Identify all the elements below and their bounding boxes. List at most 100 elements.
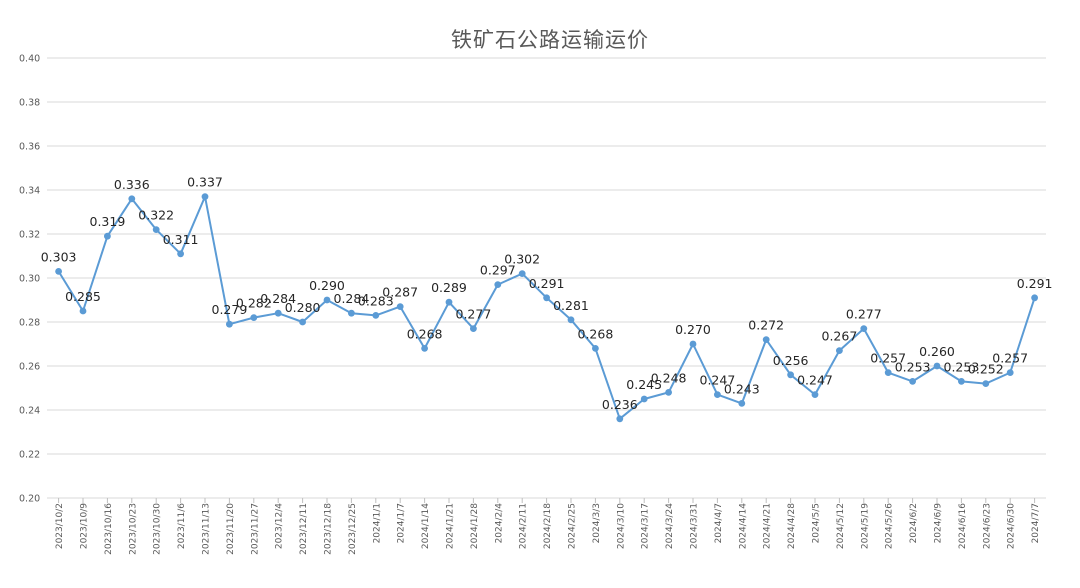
data-point	[836, 347, 843, 354]
data-point	[982, 380, 990, 387]
x-tick-label: 2024/1/28	[470, 503, 480, 549]
x-tick-label: 2024/3/3	[592, 503, 602, 543]
data-point	[543, 294, 550, 302]
chart-title: 铁矿石公路运输运价	[451, 28, 649, 52]
data-label: 0.282	[236, 296, 272, 311]
y-tick-label: 0.38	[19, 98, 40, 109]
data-label: 0.272	[748, 318, 784, 333]
data-point	[470, 325, 477, 332]
series-line	[57, 195, 1036, 420]
data-point	[201, 193, 209, 201]
data-label: 0.277	[456, 307, 492, 322]
data-label: 0.253	[895, 359, 931, 374]
data-point	[714, 391, 721, 398]
x-tick-label: 2024/4/7	[714, 503, 724, 543]
x-tick-label: 2024/1/14	[421, 503, 431, 549]
data-label: 0.291	[529, 276, 565, 291]
data-point	[104, 232, 111, 240]
x-tick-label: 2023/11/20	[226, 503, 236, 555]
x-tick-label: 2023/11/13	[202, 503, 212, 555]
data-point	[762, 336, 770, 343]
data-label: 0.260	[919, 344, 955, 359]
y-tick-label: 0.32	[19, 230, 40, 241]
x-axis-ticks: 2023/10/2 2023/10/9 2023/10/16 2023/10/23 20…	[55, 498, 1041, 555]
x-tick-label: 2024/2/4	[494, 503, 504, 544]
x-tick-label: 2024/5/19	[860, 503, 870, 549]
y-tick-label: 0.40	[19, 54, 40, 65]
data-label: 0.337	[187, 175, 223, 190]
data-point	[1006, 369, 1014, 376]
data-point	[640, 395, 648, 403]
x-tick-label: 2024/4/21	[763, 503, 773, 549]
data-point	[860, 325, 868, 332]
x-tick-label: 2023/10/16	[104, 503, 114, 555]
series-line-path	[57, 195, 1036, 420]
x-tick-label: 2024/2/25	[568, 503, 578, 549]
y-tick-label: 0.20	[19, 494, 40, 505]
x-tick-label: 2024/4/14	[738, 503, 748, 549]
data-label: 0.297	[480, 263, 516, 278]
data-point	[445, 298, 453, 306]
data-label: 0.247	[700, 373, 736, 388]
data-point	[274, 309, 282, 317]
data-label: 0.311	[163, 232, 199, 247]
data-point	[396, 303, 404, 310]
data-label: 0.267	[822, 329, 858, 344]
data-point	[250, 314, 258, 321]
x-tick-label: 2024/5/26	[885, 503, 895, 549]
y-tick-label: 0.30	[19, 274, 40, 285]
data-point	[689, 340, 697, 348]
data-label: 0.284	[260, 291, 296, 306]
data-label: 0.277	[846, 307, 882, 322]
data-label: 0.319	[90, 214, 126, 229]
data-point	[421, 345, 428, 352]
x-tick-label: 2024/5/12	[836, 503, 846, 549]
x-tick-label: 2024/6/16	[958, 503, 968, 549]
x-tick-label: 2024/6/23	[982, 503, 992, 549]
data-point	[592, 345, 599, 352]
y-tick-label: 0.34	[19, 186, 40, 197]
data-point	[152, 226, 160, 234]
data-point	[372, 312, 380, 319]
data-label: 0.302	[504, 252, 540, 267]
y-tick-label: 0.26	[19, 362, 40, 373]
data-label: 0.252	[968, 362, 1004, 377]
x-tick-label: 2023/12/11	[299, 503, 309, 555]
data-point	[1031, 294, 1038, 302]
y-tick-label: 0.28	[19, 318, 40, 329]
y-axis-ticks: 0.20 0.22 0.24 0.26 0.28 0.30 0.32 0.34 0.36 0.38…	[19, 54, 40, 505]
x-tick-label: 2023/12/4	[275, 503, 285, 549]
data-point	[226, 320, 233, 328]
gridlines	[47, 57, 1046, 499]
data-label: 0.336	[114, 177, 150, 192]
x-tick-label: 2024/3/31	[690, 503, 700, 549]
x-tick-label: 2024/1/1	[372, 503, 382, 543]
x-tick-label: 2024/1/7	[397, 503, 407, 543]
x-tick-label: 2023/12/18	[324, 503, 334, 555]
x-tick-label: 2024/2/18	[543, 503, 553, 549]
data-label: 0.279	[212, 302, 248, 317]
data-point	[665, 389, 672, 396]
data-label: 0.253	[944, 359, 980, 374]
x-tick-label: 2024/1/21	[446, 503, 456, 549]
data-label: 0.257	[870, 351, 906, 366]
x-tick-label: 2024/3/10	[616, 503, 626, 549]
x-tick-label: 2023/10/30	[153, 503, 163, 555]
data-label: 0.257	[992, 351, 1028, 366]
data-label: 0.268	[407, 326, 443, 341]
data-label: 0.245	[626, 377, 662, 392]
data-label: 0.322	[138, 208, 174, 223]
data-point	[128, 195, 136, 203]
data-point	[738, 400, 746, 407]
data-label: 0.280	[285, 300, 321, 315]
series-points	[55, 193, 1038, 423]
data-point	[787, 371, 794, 379]
x-tick-label: 2024/3/17	[641, 503, 651, 549]
x-tick-label: 2024/6/9	[934, 503, 944, 544]
data-label: 0.256	[773, 353, 809, 368]
x-tick-label: 2023/10/9	[80, 503, 90, 549]
x-tick-label: 2023/11/6	[177, 503, 187, 549]
data-point	[933, 362, 941, 370]
x-tick-label: 2023/12/25	[348, 503, 358, 555]
data-labels: 0.303 0.285 0.319 0.336 0.322 0.311 0.337 0.279…	[41, 175, 1053, 412]
